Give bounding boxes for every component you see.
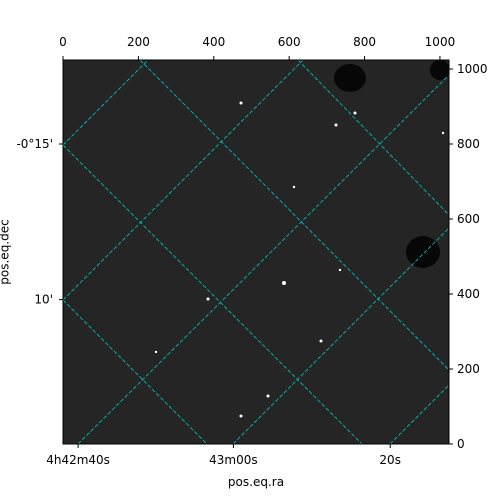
- y-tick-label: 0: [457, 437, 465, 451]
- x-tick-label: 1000: [425, 35, 456, 49]
- x-tick-label: 0: [59, 35, 67, 49]
- x-tick-label: 600: [278, 35, 301, 49]
- y-tick-label: 200: [457, 362, 480, 376]
- dark-blobs: [334, 60, 449, 268]
- ra-tick-label: 4h42m40s: [46, 453, 110, 467]
- y-axis-label: pos.eq.dec: [0, 219, 12, 284]
- ra-tick-label: 43m00s: [209, 453, 257, 467]
- x-tick-label: 800: [353, 35, 376, 49]
- frame: [62, 59, 450, 445]
- ra-tick-label: 20s: [379, 453, 401, 467]
- dec-tick-label: -0°15': [16, 137, 53, 151]
- stars: [154, 101, 445, 418]
- x-tick-label: 200: [127, 35, 150, 49]
- sky-image: [63, 60, 449, 444]
- coord-grid: [63, 60, 449, 444]
- x-axis-label: pos.eq.ra: [228, 475, 284, 489]
- y-tick-label: 800: [457, 137, 480, 151]
- x-tick-label: 400: [202, 35, 225, 49]
- y-tick-label: 1000: [457, 62, 488, 76]
- dec-tick-label: 10': [34, 293, 53, 307]
- y-tick-label: 400: [457, 287, 480, 301]
- y-tick-label: 600: [457, 212, 480, 226]
